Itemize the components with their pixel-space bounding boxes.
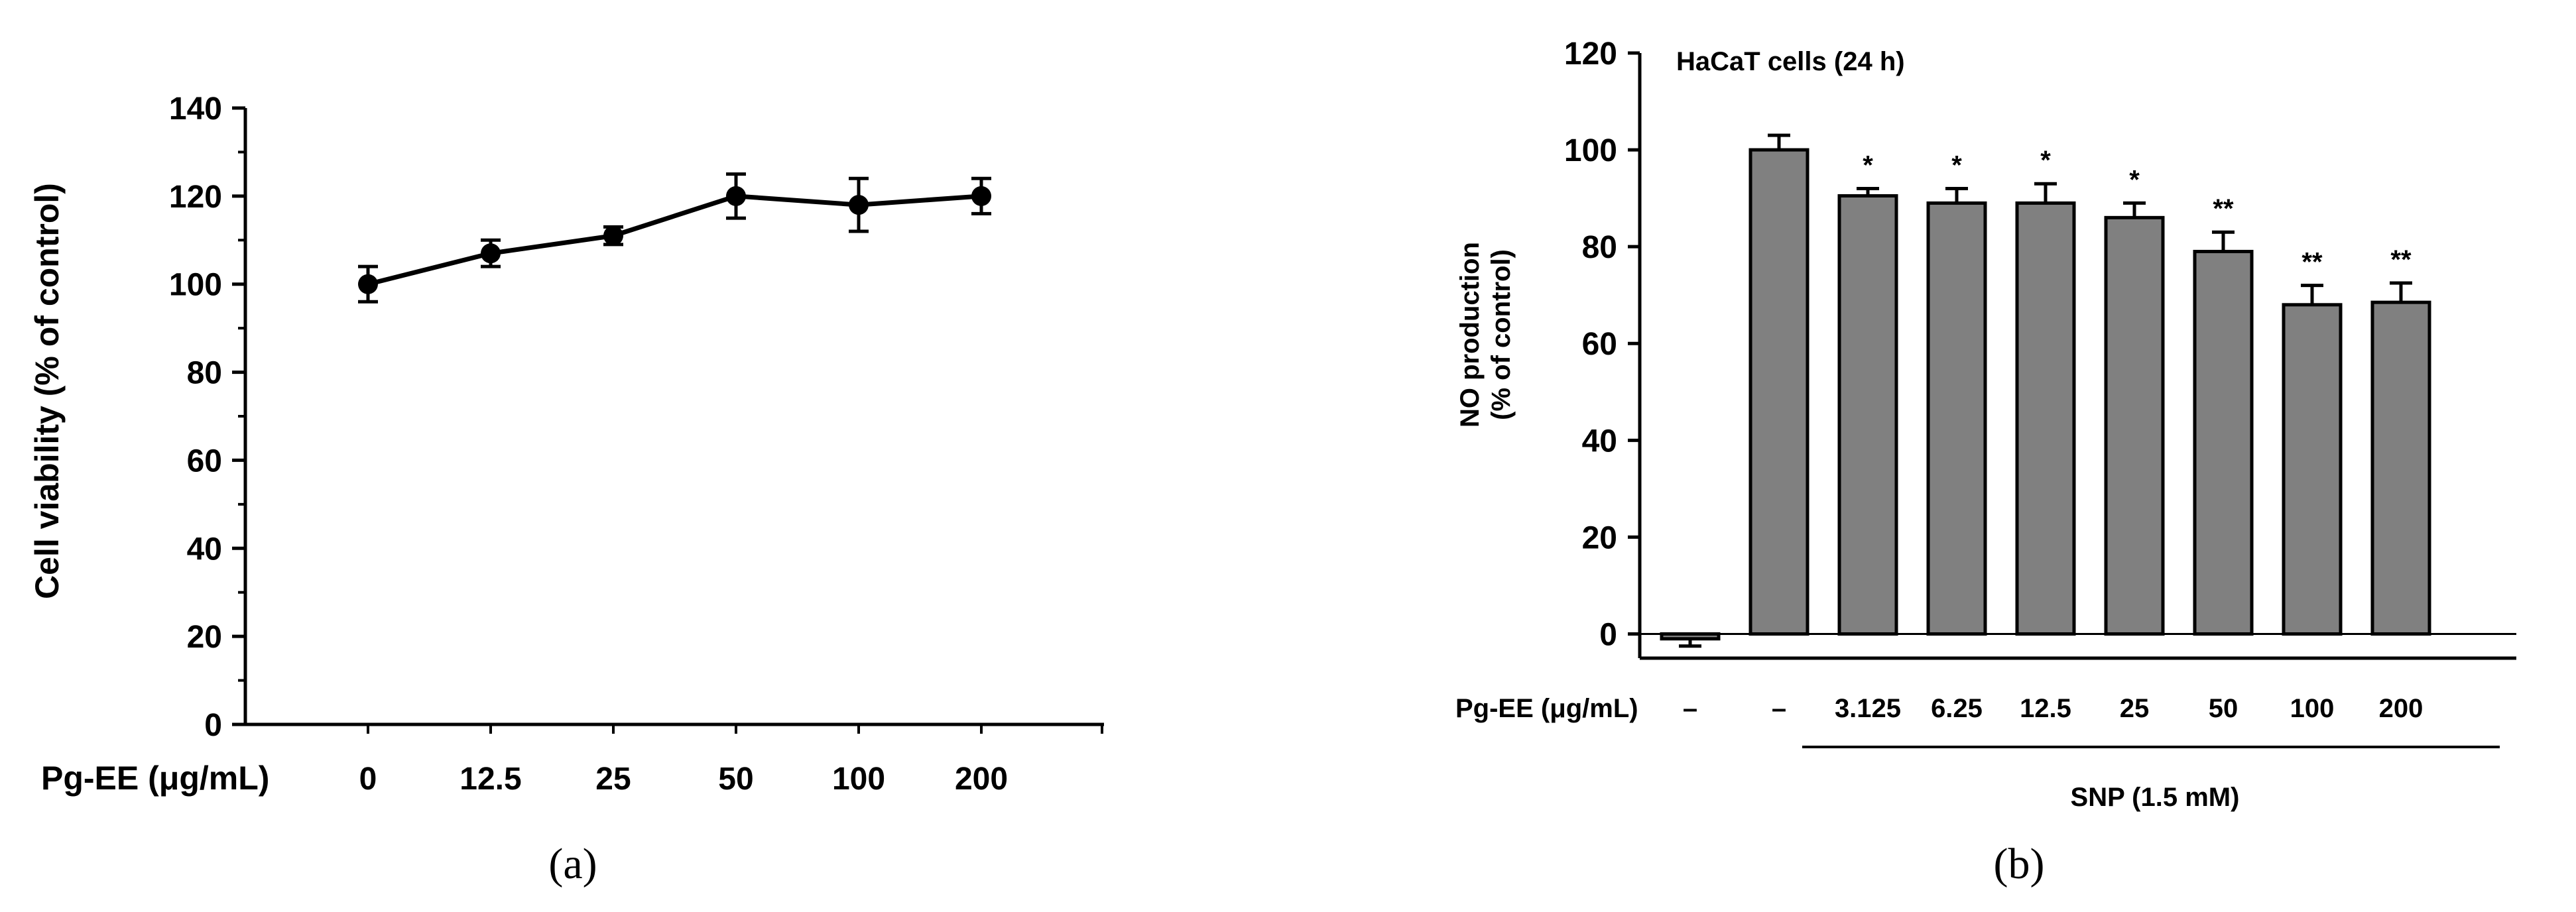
panel-b-significance-marker: ** (2301, 248, 2323, 277)
panel-b-significance-marker: ** (2213, 194, 2234, 223)
panel-b-significance-marker: * (1863, 151, 1873, 180)
panel-a-data-point (849, 195, 869, 215)
panel-a-data-point (358, 274, 378, 294)
panel-a-y-tick-label: 100 (169, 268, 222, 303)
panel-b-x-tick-label: – (1683, 694, 1697, 723)
panel-a-y-axis-label: Cell viability (% of control) (29, 183, 66, 599)
panel-a-x-tick-label: 0 (359, 762, 377, 797)
panel-b-x-tick-label: – (1772, 694, 1786, 723)
panel-a-y-tick-label: 20 (187, 620, 222, 655)
panel-a-x-axis-label: Pg-EE (μg/mL) (41, 760, 269, 797)
snp-group-label: SNP (1.5 mM) (2071, 783, 2240, 812)
panel-b-y-tick-label: 60 (1582, 327, 1617, 362)
panel-a-x-tick-label: 25 (595, 762, 631, 797)
panel-a-x-tick-label: 100 (832, 762, 885, 797)
panel-a-y-tick-label: 80 (187, 356, 222, 391)
panel-b-bar (2015, 201, 2076, 636)
panel-a-x-tick-label: 12.5 (460, 762, 521, 797)
panel-b-bar (1748, 148, 1809, 636)
panel-a-x-tick-label: 50 (718, 762, 753, 797)
panel-a-data-point (603, 225, 623, 246)
panel-a-data-point (481, 243, 501, 264)
panel-a-line-chart: 0 20 40 60 80 100 120 140 0 12.5 25 50 100 200 Cell … (29, 91, 1104, 888)
panel-a-y-tick-label: 60 (187, 443, 222, 479)
panel-b-x-tick-label: 100 (2290, 694, 2335, 723)
panel-b-bar (2104, 215, 2165, 636)
panel-a-y-tick-label: 140 (169, 91, 222, 127)
panel-b-bar (1660, 632, 1721, 641)
panel-a-label: (a) (548, 840, 597, 888)
panel-a-y-tick-label: 120 (169, 180, 222, 215)
panel-b-y-axis-label-line2: (% of control) (1487, 249, 1516, 420)
panel-a-series-line (367, 194, 982, 287)
panel-b-bar (1926, 201, 1987, 636)
panel-b-title: HaCaT cells (24 h) (1676, 47, 1905, 76)
panel-b-x-tick-label: 3.125 (1835, 694, 1901, 723)
panel-a-data-point (726, 186, 746, 206)
panel-b-significance-marker: * (2129, 165, 2140, 194)
panel-a-y-tick-label: 40 (187, 532, 222, 567)
panel-b-significance-marker: * (1951, 151, 1962, 180)
panel-b-x-tick-label: 6.25 (1931, 694, 1983, 723)
panel-a-x-tick-label: 200 (955, 762, 1008, 797)
panel-b-x-tick-label: 200 (2379, 694, 2423, 723)
panel-b-bar (2193, 249, 2254, 636)
panel-b-y-tick-label: 40 (1582, 424, 1617, 459)
panel-b-x-axis-label: Pg-EE (μg/mL) (1455, 694, 1638, 723)
panel-b-y-tick-label: 20 (1582, 520, 1617, 555)
panel-b-bar (1837, 194, 1898, 636)
panel-b-significance-marker: ** (2390, 245, 2412, 274)
panel-b-y-tick-label: 120 (1564, 36, 1617, 72)
panel-b-bar (2370, 300, 2431, 636)
panel-a-data-point (971, 186, 991, 206)
panel-b-y-tick-label: 0 (1599, 617, 1617, 652)
panel-b-x-tick-label: 50 (2209, 694, 2239, 723)
panel-b-y-tick-label: 100 (1564, 133, 1617, 168)
panel-b-y-tick-label: 80 (1582, 230, 1617, 265)
panel-b-x-tick-label: 12.5 (2020, 694, 2071, 723)
panel-b-x-tick-label: 25 (2120, 694, 2150, 723)
panel-b-significance-marker: * (2040, 146, 2051, 175)
panel-b-bar (2282, 303, 2343, 636)
panel-b-y-axis-label-line1: NO production (1455, 242, 1485, 428)
panel-b-label: (b) (1994, 840, 2045, 888)
panel-a-y-tick-label: 0 (204, 708, 222, 743)
